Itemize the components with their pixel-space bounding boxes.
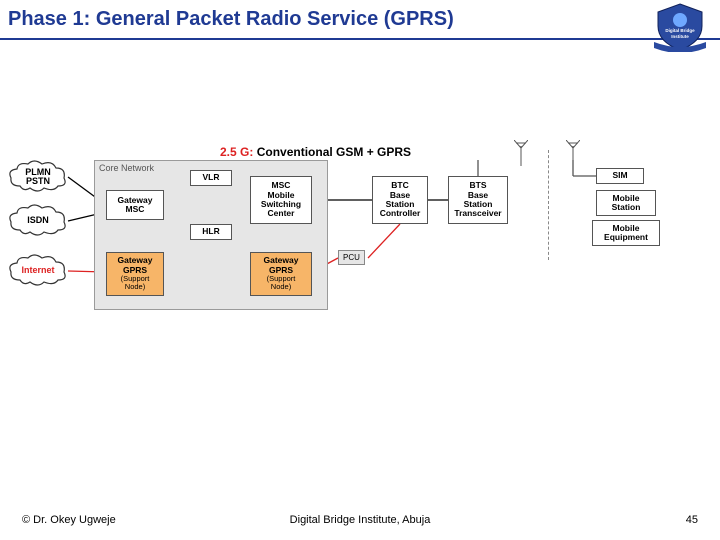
- antenna-icon: [566, 140, 580, 166]
- slide-footer: © Dr. Okey Ugweje Digital Bridge Institu…: [0, 514, 720, 534]
- slide-title: Phase 1: General Packet Radio Service (G…: [0, 0, 720, 40]
- node-ms: MobileStation: [596, 190, 656, 216]
- gprs-architecture-diagram: Core Network PLMNPSTN ISDN Internet Gateway…: [8, 160, 712, 340]
- node-btc: BTCBaseStationController: [372, 176, 428, 224]
- node-ggprs: GatewayGPRS(SupportNode): [106, 252, 164, 296]
- node-sgprs: GatewayGPRS(SupportNode): [250, 252, 312, 296]
- footer-page-number: 45: [686, 514, 698, 526]
- node-sim: SIM: [596, 168, 644, 184]
- node-pcu: PCU: [338, 250, 365, 265]
- cloud-internet: Internet: [8, 254, 68, 288]
- slide-title-text: Phase 1: General Packet Radio Service (G…: [8, 8, 454, 31]
- node-hlr: HLR: [190, 224, 232, 240]
- footer-copyright: © Dr. Okey Ugweje: [22, 514, 116, 526]
- node-vlr: VLR: [190, 170, 232, 186]
- core-network-label: Core Network: [99, 163, 154, 173]
- cloud-plmn: PLMNPSTN: [8, 160, 68, 194]
- node-bts: BTSBaseStationTransceiver: [448, 176, 508, 224]
- footer-organization: Digital Bridge Institute, Abuja: [290, 514, 431, 526]
- antenna-icon: [514, 140, 528, 166]
- institute-logo: Digital Bridge Institute: [650, 2, 710, 52]
- air-interface-divider: [548, 150, 549, 260]
- node-me: MobileEquipment: [592, 220, 660, 246]
- diagram-subtitle: 2.5 G: Conventional GSM + GPRS: [220, 145, 411, 159]
- node-gmsc: GatewayMSC: [106, 190, 164, 220]
- node-msc: MSCMobileSwitchingCenter: [250, 176, 312, 224]
- svg-text:Institute: Institute: [671, 34, 689, 39]
- svg-text:Digital Bridge: Digital Bridge: [665, 28, 695, 33]
- cloud-isdn: ISDN: [8, 204, 68, 238]
